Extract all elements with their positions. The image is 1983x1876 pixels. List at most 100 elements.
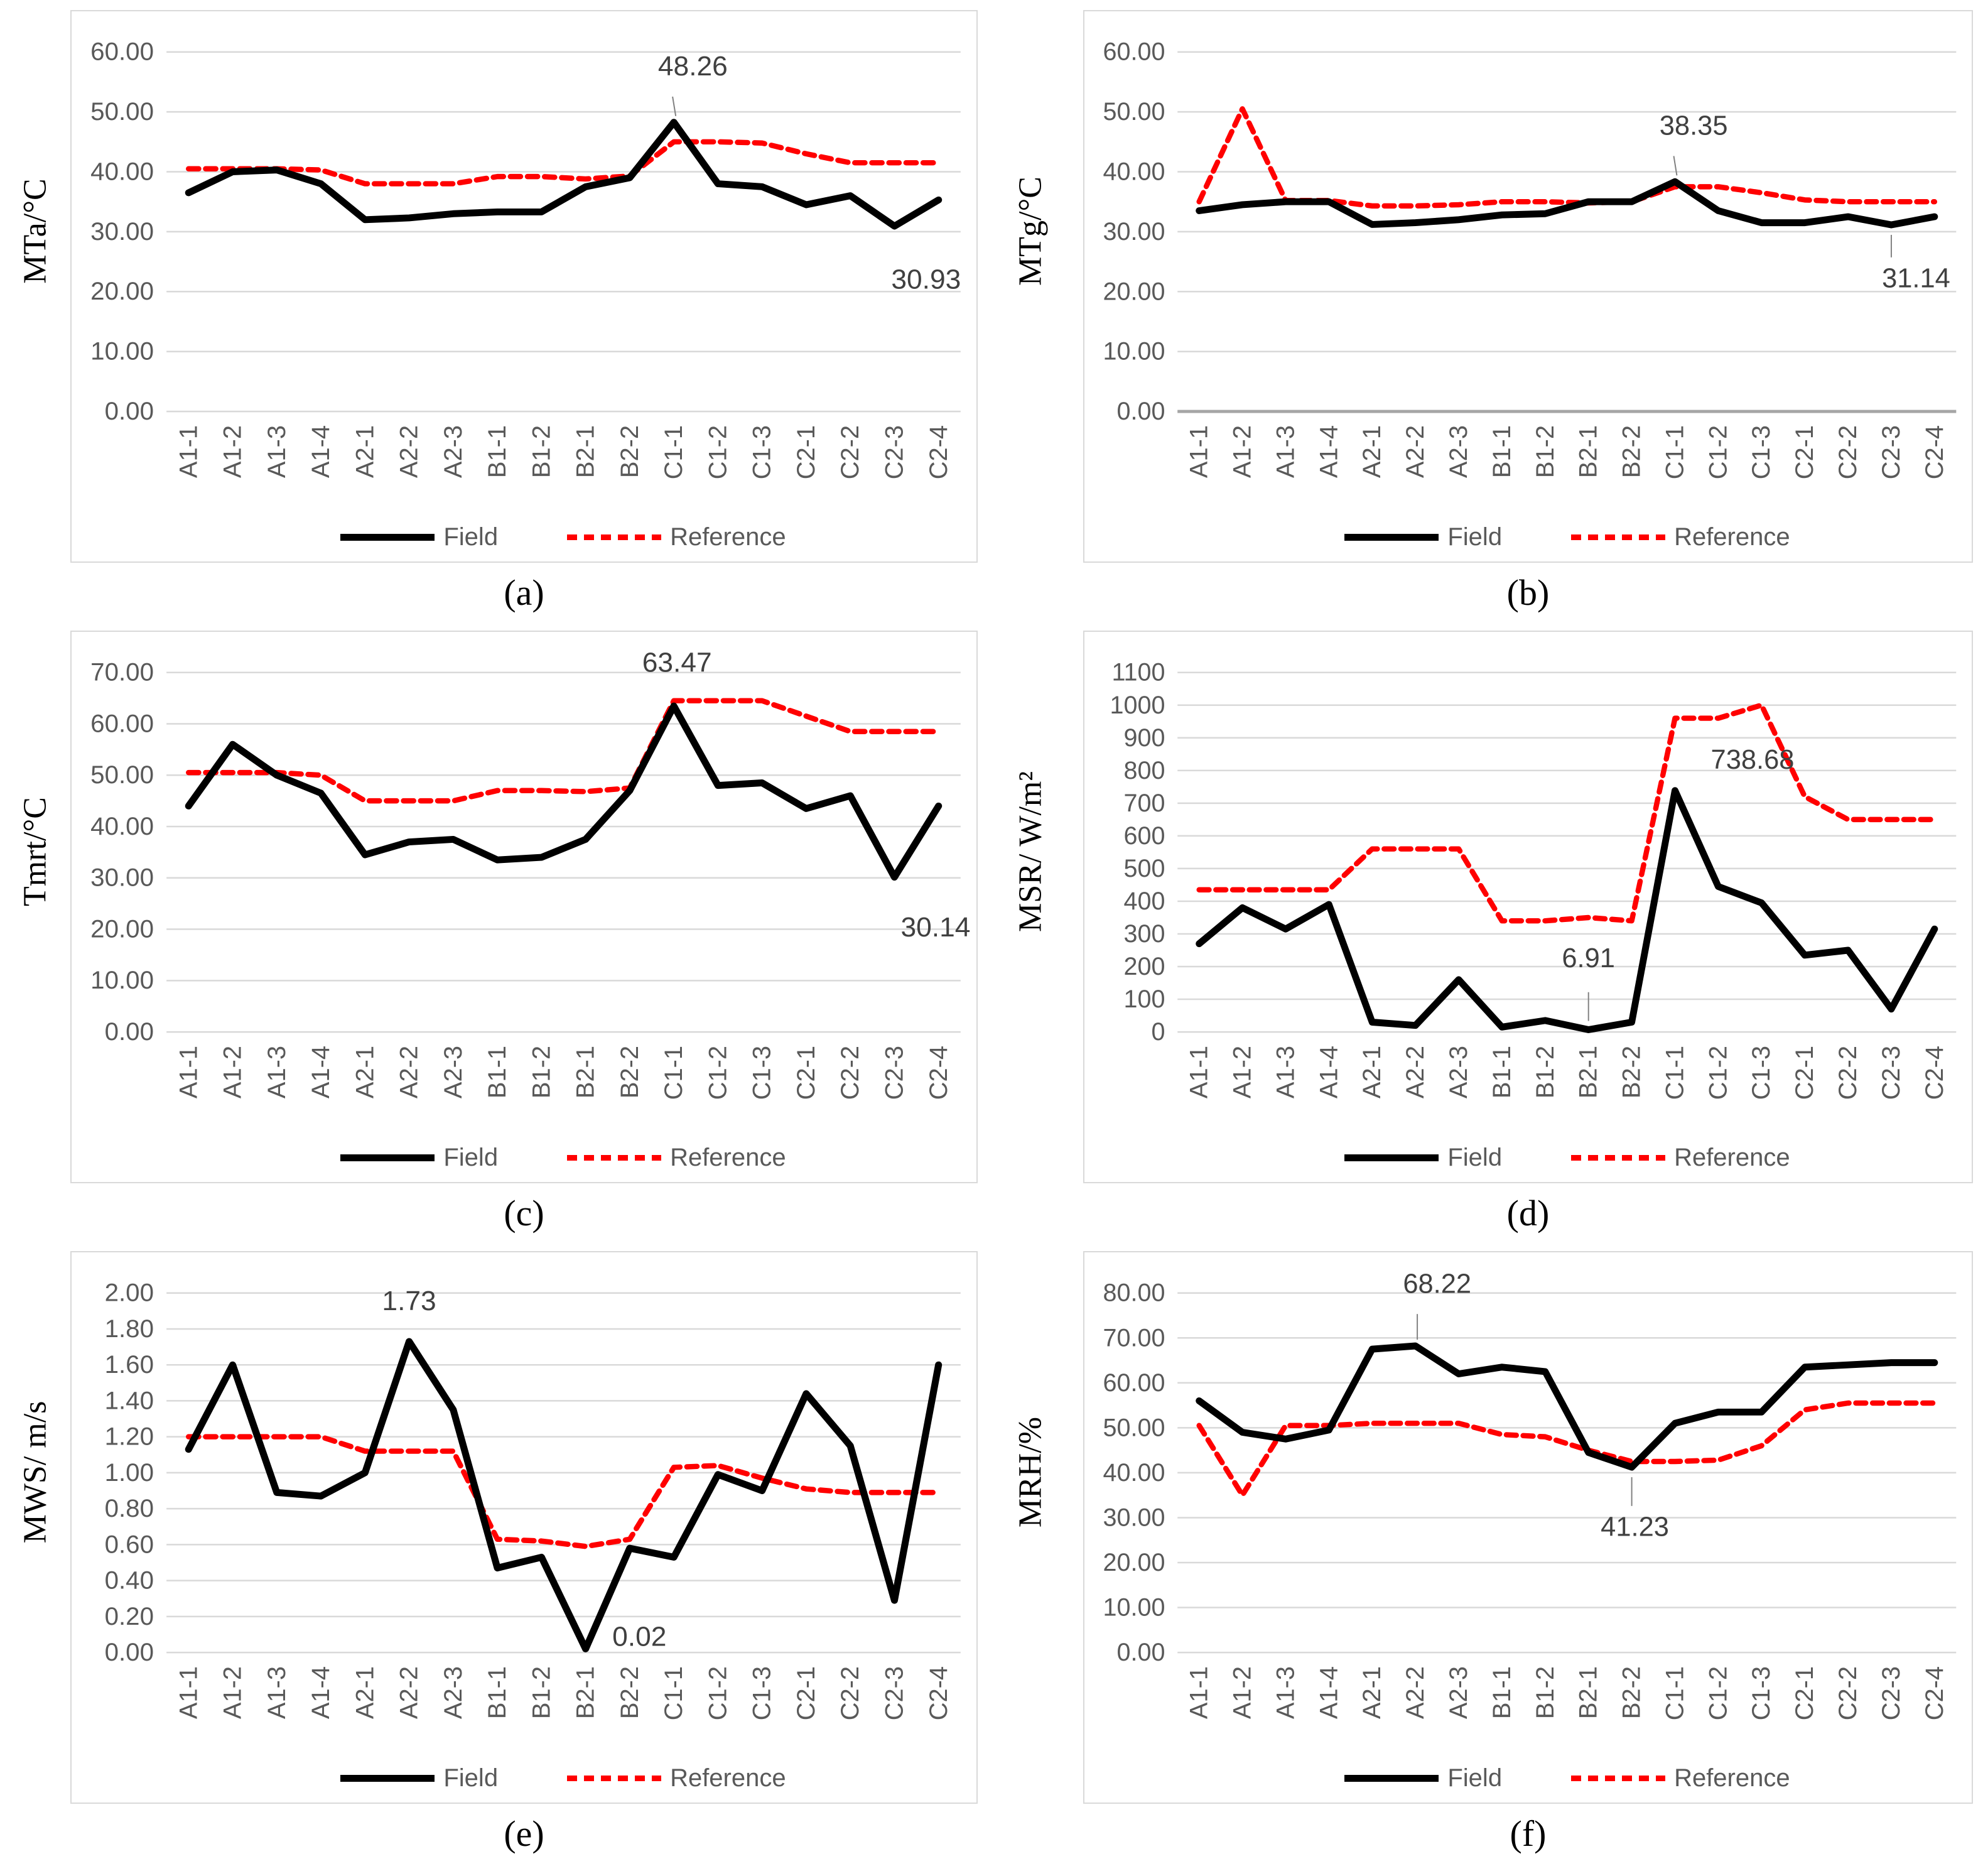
svg-text:738.68: 738.68	[1711, 745, 1795, 775]
svg-text:A2-1: A2-1	[1358, 1046, 1386, 1098]
field-legend-line-icon	[1344, 534, 1439, 541]
svg-text:63.47: 63.47	[642, 648, 712, 678]
svg-text:A1-4: A1-4	[1315, 1046, 1343, 1098]
chart-legend-e: Field Reference	[166, 1764, 961, 1792]
line-chart-f: 0.00 10.00 20.00 30.00 40.00 50.00 60.00 70.00 8…	[1103, 1269, 1957, 1720]
svg-text:B1-1: B1-1	[1488, 1046, 1516, 1098]
svg-text:0.00: 0.00	[105, 398, 154, 425]
svg-text:A1-4: A1-4	[307, 1666, 335, 1719]
svg-text:C2-1: C2-1	[792, 1666, 820, 1720]
svg-text:A1-1: A1-1	[175, 425, 202, 478]
svg-text:C2-2: C2-2	[1834, 1666, 1862, 1720]
reference-legend-line-icon	[567, 1155, 662, 1161]
reference-legend-line-icon	[1571, 1155, 1666, 1161]
svg-text:A1-4: A1-4	[1315, 1666, 1343, 1719]
svg-text:50.00: 50.00	[1103, 1414, 1165, 1441]
field-legend-line-icon	[1344, 1154, 1439, 1161]
svg-text:B1-1: B1-1	[484, 1666, 511, 1719]
y-axis-title-strip-b: MTg/°C	[978, 10, 1083, 563]
svg-text:0: 0	[1151, 1018, 1165, 1046]
svg-text:C1-3: C1-3	[1748, 1046, 1775, 1100]
reference-legend-label: Reference	[670, 523, 786, 551]
svg-text:C2-1: C2-1	[792, 425, 820, 479]
svg-text:B1-2: B1-2	[1532, 425, 1559, 478]
svg-text:A1-2: A1-2	[219, 1666, 246, 1719]
svg-text:C1-1: C1-1	[1662, 425, 1689, 479]
field-legend-line-icon	[340, 1775, 435, 1782]
svg-text:30.00: 30.00	[90, 218, 154, 246]
svg-text:0.80: 0.80	[105, 1495, 154, 1522]
field-legend-label: Field	[443, 1144, 499, 1171]
svg-text:C1-2: C1-2	[1704, 1666, 1732, 1720]
svg-text:6.91: 6.91	[1562, 943, 1615, 973]
svg-text:2.00: 2.00	[105, 1279, 154, 1307]
svg-text:C1-1: C1-1	[660, 1046, 688, 1100]
reference-legend-line-icon	[567, 1776, 662, 1781]
svg-text:20.00: 20.00	[1103, 1549, 1165, 1576]
chart-box-d: 0 100 200 300 400 500 600 700 800 900 1000 1100 A1-1…	[1083, 631, 1973, 1183]
svg-text:0.20: 0.20	[105, 1603, 154, 1630]
svg-text:900: 900	[1124, 724, 1165, 752]
svg-text:70.00: 70.00	[1103, 1324, 1165, 1352]
field-legend-label: Field	[1447, 1764, 1503, 1792]
y-axis-title-b: MTg/°C	[1012, 176, 1049, 286]
svg-text:C2-1: C2-1	[1791, 1666, 1818, 1720]
svg-text:C2-3: C2-3	[1878, 425, 1905, 479]
svg-text:A2-1: A2-1	[1358, 425, 1386, 478]
panel-caption-a: (a)	[504, 572, 544, 613]
line-chart-b: 0.00 10.00 20.00 30.00 40.00 50.00 60.00 A1-1 A1…	[1103, 38, 1957, 479]
svg-text:1.40: 1.40	[105, 1387, 154, 1415]
chart-legend-b: Field Reference	[1179, 523, 1956, 551]
svg-text:0.60: 0.60	[105, 1531, 154, 1559]
svg-text:68.22: 68.22	[1403, 1269, 1471, 1299]
svg-text:700: 700	[1124, 789, 1165, 817]
svg-text:48.26: 48.26	[658, 51, 728, 82]
svg-text:A1-1: A1-1	[175, 1046, 202, 1098]
panel-caption-c: (c)	[504, 1193, 544, 1233]
svg-text:B2-1: B2-1	[571, 425, 599, 478]
svg-text:C1-2: C1-2	[1704, 1046, 1732, 1100]
svg-text:A1-3: A1-3	[263, 425, 291, 478]
svg-text:A2-2: A2-2	[395, 1666, 423, 1719]
svg-text:300: 300	[1124, 920, 1165, 948]
chart-legend-d: Field Reference	[1179, 1144, 1956, 1172]
field-legend-line-icon	[1344, 1775, 1439, 1782]
svg-text:A1-1: A1-1	[175, 1666, 202, 1719]
y-axis-title-strip-c: Tmrt/°C	[0, 631, 70, 1183]
svg-text:1100: 1100	[1111, 659, 1165, 686]
svg-text:B2-2: B2-2	[616, 1046, 644, 1098]
panel-caption-b: (b)	[1506, 572, 1550, 613]
svg-text:A1-4: A1-4	[307, 425, 335, 478]
svg-text:1.80: 1.80	[105, 1315, 154, 1343]
svg-text:C2-4: C2-4	[1921, 425, 1948, 479]
svg-text:B1-1: B1-1	[484, 1046, 511, 1098]
svg-text:B1-2: B1-2	[527, 1666, 555, 1719]
svg-text:200: 200	[1124, 953, 1165, 980]
svg-text:A1-2: A1-2	[219, 1046, 246, 1098]
reference-legend-label: Reference	[1674, 523, 1790, 551]
svg-text:600: 600	[1124, 822, 1165, 850]
svg-text:60.00: 60.00	[1103, 1369, 1165, 1397]
svg-text:B2-2: B2-2	[1618, 1046, 1646, 1098]
y-axis-title-c: Tmrt/°C	[17, 797, 53, 906]
svg-text:60.00: 60.00	[1103, 38, 1165, 66]
svg-text:A2-2: A2-2	[395, 1046, 423, 1098]
svg-text:C2-3: C2-3	[1878, 1666, 1905, 1720]
svg-text:50.00: 50.00	[1103, 98, 1165, 126]
svg-text:C2-1: C2-1	[1791, 425, 1818, 479]
svg-text:C2-1: C2-1	[1791, 1046, 1818, 1100]
svg-text:A2-3: A2-3	[440, 1666, 467, 1719]
svg-text:A2-3: A2-3	[1445, 1666, 1472, 1719]
svg-text:B1-1: B1-1	[1488, 425, 1516, 478]
svg-text:1.73: 1.73	[382, 1286, 436, 1316]
svg-text:50.00: 50.00	[90, 98, 154, 126]
svg-text:A2-2: A2-2	[395, 425, 423, 478]
chart-legend-f: Field Reference	[1179, 1764, 1956, 1792]
svg-text:A1-3: A1-3	[263, 1666, 291, 1719]
svg-text:400: 400	[1124, 887, 1165, 915]
svg-text:A2-1: A2-1	[351, 1666, 379, 1719]
svg-text:A2-2: A2-2	[1402, 1666, 1429, 1719]
svg-text:C2-3: C2-3	[880, 425, 908, 479]
svg-text:C2-2: C2-2	[836, 1046, 864, 1100]
y-axis-title-strip-a: MTa/°C	[0, 10, 70, 563]
